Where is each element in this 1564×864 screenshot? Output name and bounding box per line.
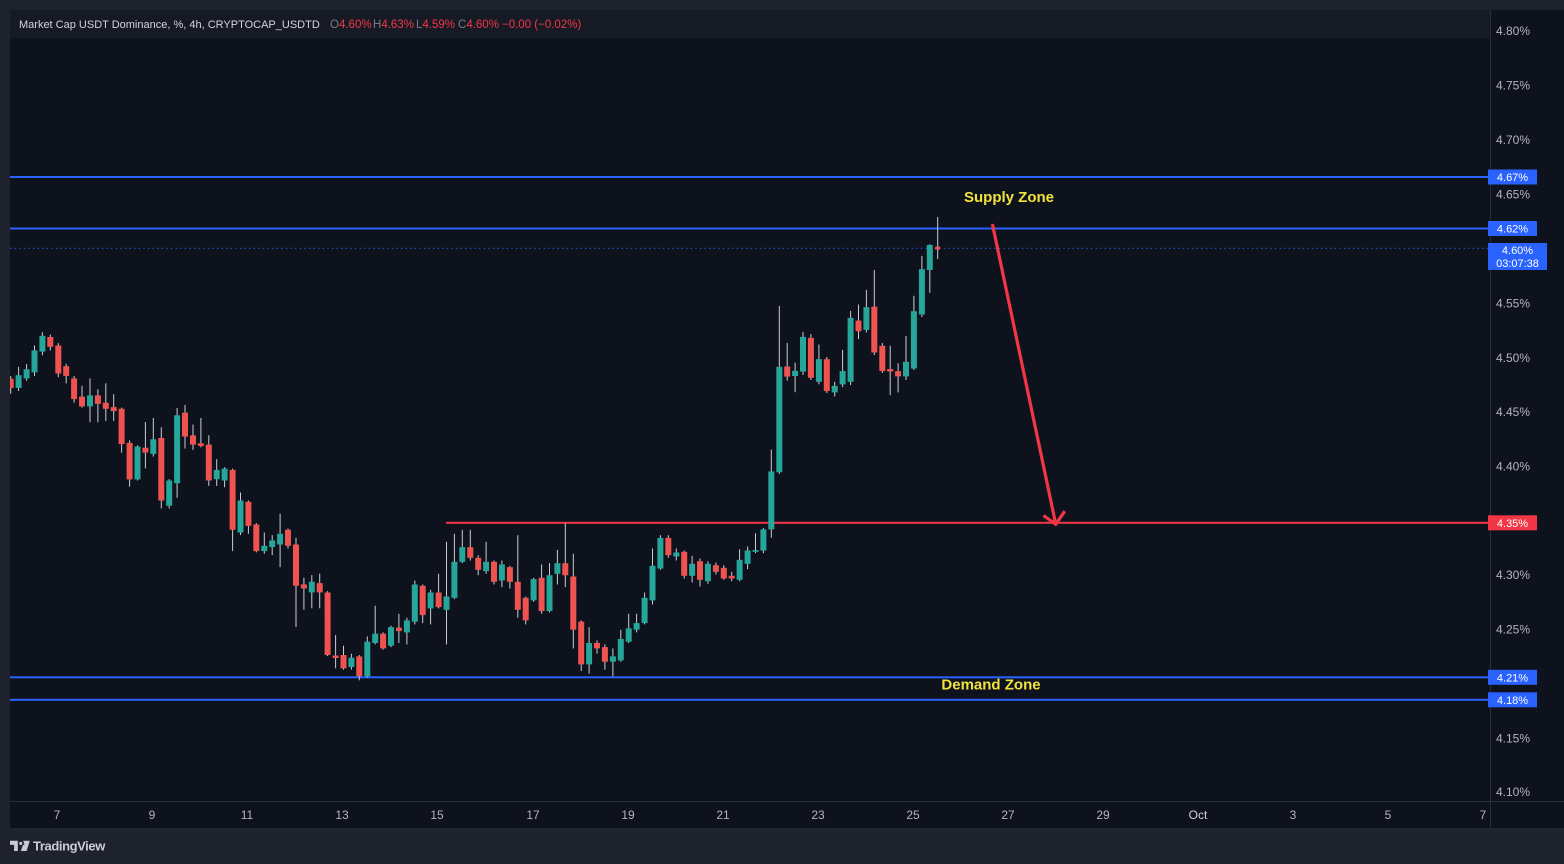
svg-text:7: 7 — [54, 808, 61, 822]
svg-text:5: 5 — [1385, 808, 1392, 822]
svg-text:4.75%: 4.75% — [1496, 79, 1530, 93]
svg-text:13: 13 — [335, 808, 349, 822]
svg-text:21: 21 — [716, 808, 730, 822]
svg-text:4.65%: 4.65% — [1496, 188, 1530, 202]
svg-text:Supply Zone: Supply Zone — [964, 189, 1054, 206]
svg-text:4.55%: 4.55% — [1496, 297, 1530, 311]
svg-text:19: 19 — [621, 808, 635, 822]
svg-text:4.15%: 4.15% — [1496, 732, 1530, 746]
svg-text:−0.00 (−0.02%): −0.00 (−0.02%) — [502, 19, 581, 31]
svg-text:4.18%: 4.18% — [1497, 695, 1528, 707]
svg-text:4.30%: 4.30% — [1496, 568, 1530, 582]
svg-text:03:07:38: 03:07:38 — [1496, 258, 1539, 270]
svg-text:4.60%: 4.60% — [1502, 245, 1533, 257]
svg-text:9: 9 — [149, 808, 156, 822]
svg-text:7: 7 — [1480, 808, 1487, 822]
svg-text:4.45%: 4.45% — [1496, 405, 1530, 419]
svg-text:4.35%: 4.35% — [1497, 518, 1528, 530]
svg-text:TradingView: TradingView — [33, 839, 106, 854]
svg-text:4.67%: 4.67% — [1497, 172, 1528, 184]
svg-text:4.10%: 4.10% — [1496, 785, 1530, 799]
svg-text:11: 11 — [241, 808, 254, 822]
svg-text:Demand Zone: Demand Zone — [941, 677, 1040, 694]
svg-text:4.80%: 4.80% — [1496, 24, 1530, 38]
svg-text:4.40%: 4.40% — [1496, 460, 1530, 474]
svg-text:C4.60%: C4.60% — [458, 19, 499, 31]
svg-text:Oct: Oct — [1189, 808, 1208, 822]
svg-text:17: 17 — [526, 808, 540, 822]
svg-text:4.70%: 4.70% — [1496, 133, 1530, 147]
svg-text:27: 27 — [1001, 808, 1015, 822]
svg-text:3: 3 — [1290, 808, 1297, 822]
svg-text:Market Cap USDT Dominance, %,: Market Cap USDT Dominance, %, 4h, CRYPTO… — [19, 19, 320, 31]
svg-text:29: 29 — [1096, 808, 1110, 822]
svg-text:4.50%: 4.50% — [1496, 351, 1530, 365]
svg-text:4.62%: 4.62% — [1497, 224, 1528, 236]
svg-text:15: 15 — [430, 808, 444, 822]
svg-text:4.25%: 4.25% — [1496, 623, 1530, 637]
svg-text:4.21%: 4.21% — [1497, 672, 1528, 684]
svg-text:H4.63%: H4.63% — [373, 19, 414, 31]
svg-text:L4.59%: L4.59% — [416, 19, 455, 31]
svg-text:O4.60%: O4.60% — [330, 19, 372, 31]
svg-text:25: 25 — [906, 808, 920, 822]
svg-text:23: 23 — [811, 808, 825, 822]
